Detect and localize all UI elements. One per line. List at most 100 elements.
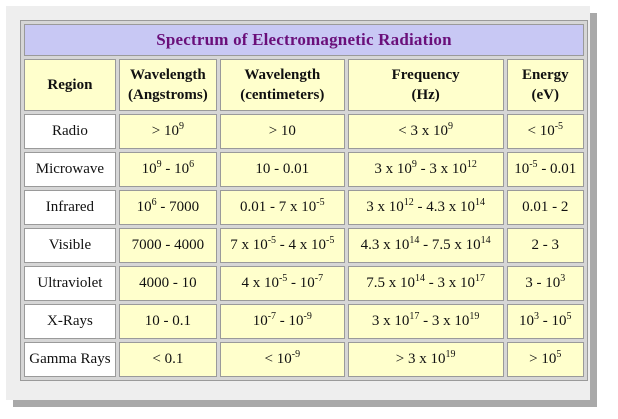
value-text: - 4.3 x 10: [413, 199, 476, 215]
exponent: 9: [448, 121, 453, 132]
header-frequency: Frequency (Hz): [347, 59, 504, 111]
exponent: 3: [534, 311, 540, 322]
value-text: 10: [514, 161, 530, 177]
header-wavelength-centimeters: Wavelength (centimeters): [219, 59, 345, 111]
exponent: -7: [314, 273, 324, 284]
exponent: -5: [554, 121, 564, 132]
header-line: (eV): [531, 87, 560, 103]
cell-frequency: 4.3 x 1014 - 7.5 x 1014: [347, 228, 504, 263]
exponent: 19: [445, 349, 456, 360]
cell-energy: 103 - 105: [506, 304, 584, 339]
value-text: 10: [136, 199, 152, 215]
exponent: -7: [267, 311, 277, 322]
value-text: - 10: [276, 313, 304, 329]
header-energy: Energy (eV): [506, 59, 584, 111]
value-text: - 10: [161, 161, 190, 177]
exponent: -5: [316, 197, 325, 208]
cell-wavelength-centimeters: 7 x 10-5 - 4 x 10-5: [219, 228, 345, 263]
region-label: X-Rays: [24, 304, 116, 339]
exponent: 9: [178, 121, 184, 132]
value-text: > 10: [151, 123, 179, 139]
cell-frequency: 3 x 109 - 3 x 1012: [347, 152, 504, 187]
exponent: -5: [267, 235, 277, 246]
value-text: < 10: [264, 351, 292, 367]
region-label: Infrared: [24, 190, 116, 225]
header-line: (centimeters): [240, 87, 325, 103]
header-line: Energy: [521, 67, 569, 83]
value-text: 3 - 10: [525, 275, 561, 291]
exponent: 19: [469, 311, 480, 322]
value-text: < 3 x 10: [398, 123, 448, 139]
exponent: -5: [529, 159, 538, 170]
cell-frequency: 3 x 1012 - 4.3 x 1014: [347, 190, 504, 225]
value-text: < 0.1: [152, 351, 184, 367]
exponent: 14: [480, 235, 491, 246]
exponent: 14: [475, 197, 486, 208]
cell-energy: < 10-5: [506, 114, 584, 149]
region-label: Microwave: [24, 152, 116, 187]
value-text: 10: [141, 161, 157, 177]
spectrum-table: Spectrum of Electromagnetic Radiation Re…: [20, 20, 588, 381]
table-row: Visible 7000 - 4000 7 x 10-5 - 4 x 10-5 4.3…: [24, 228, 584, 263]
value-text: - 7.5 x 10: [419, 237, 481, 253]
cell-wavelength-angstroms: < 0.1: [118, 342, 217, 377]
table-body: Spectrum of Electromagnetic Radiation Re…: [24, 24, 584, 377]
table-row: Radio > 109 > 10 < 3 x 109 < 10-5: [24, 114, 584, 149]
value-text: 0.01 - 7 x 10: [240, 199, 317, 215]
value-text: 4 x 10: [241, 275, 279, 291]
exponent: -9: [303, 311, 312, 322]
exponent: 6: [151, 197, 157, 208]
table-title: Spectrum of Electromagnetic Radiation: [24, 24, 584, 56]
value-text: - 3 x 10: [425, 275, 476, 291]
table-row: Infrared 106 - 7000 0.01 - 7 x 10-5 3 x 101…: [24, 190, 584, 225]
value-text: > 10: [529, 351, 557, 367]
cell-energy: > 105: [506, 342, 584, 377]
table-row: Microwave 109 - 106 10 - 0.01 3 x 109 - 3 x…: [24, 152, 584, 187]
header-line: Wavelength: [129, 67, 206, 83]
header-wavelength-angstroms: Wavelength (Angstroms): [118, 59, 217, 111]
value-text: 0.01 - 2: [522, 199, 569, 215]
title-row: Spectrum of Electromagnetic Radiation: [24, 24, 584, 56]
cell-energy: 3 - 103: [506, 266, 584, 301]
cell-frequency: 3 x 1017 - 3 x 1019: [347, 304, 504, 339]
header-line: Region: [47, 77, 93, 93]
value-text: < 10: [527, 123, 555, 139]
header-row: Region Wavelength (Angstroms) Wavelength (ce…: [24, 59, 584, 111]
value-text: - 0.01: [537, 161, 577, 177]
header-line: (Angstroms): [128, 87, 208, 103]
exponent: 14: [415, 273, 426, 284]
header-region: Region: [24, 59, 116, 111]
exponent: 5: [566, 311, 572, 322]
exponent: 6: [189, 159, 195, 170]
exponent: -9: [291, 349, 301, 360]
exponent: 5: [556, 349, 562, 360]
value-text: - 10: [287, 275, 315, 291]
value-text: 7000 - 4000: [131, 237, 205, 253]
cell-wavelength-centimeters: 4 x 10-5 - 10-7: [219, 266, 345, 301]
value-text: 4.3 x 10: [360, 237, 410, 253]
cell-energy: 2 - 3: [506, 228, 584, 263]
table-row: Ultraviolet 4000 - 10 4 x 10-5 - 10-7 7.5 x…: [24, 266, 584, 301]
cell-frequency: < 3 x 109: [347, 114, 504, 149]
value-text: 10 - 0.01: [255, 161, 310, 177]
value-text: 2 - 3: [531, 237, 560, 253]
value-text: - 10: [539, 313, 567, 329]
value-text: 10 - 0.1: [144, 313, 191, 329]
table-row: X-Rays 10 - 0.1 10-7 - 10-9 3 x 1017 - 3 x …: [24, 304, 584, 339]
cell-frequency: 7.5 x 1014 - 3 x 1017: [347, 266, 504, 301]
cell-wavelength-angstroms: 10 - 0.1: [118, 304, 217, 339]
value-text: 7.5 x 10: [366, 275, 416, 291]
exponent: 17: [475, 273, 486, 284]
value-text: - 7000: [156, 199, 200, 215]
cell-energy: 0.01 - 2: [506, 190, 584, 225]
cell-wavelength-angstroms: 4000 - 10: [118, 266, 217, 301]
exponent: -5: [326, 235, 335, 246]
region-label: Ultraviolet: [24, 266, 116, 301]
value-text: 4000 - 10: [139, 275, 197, 291]
table-row: Gamma Rays < 0.1 < 10-9 > 3 x 1019 > 105: [24, 342, 584, 377]
exponent: 12: [403, 197, 414, 208]
header-line: Wavelength: [244, 67, 321, 83]
exponent: 17: [409, 311, 420, 322]
exponent: 12: [466, 159, 477, 170]
cell-wavelength-centimeters: 0.01 - 7 x 10-5: [219, 190, 345, 225]
